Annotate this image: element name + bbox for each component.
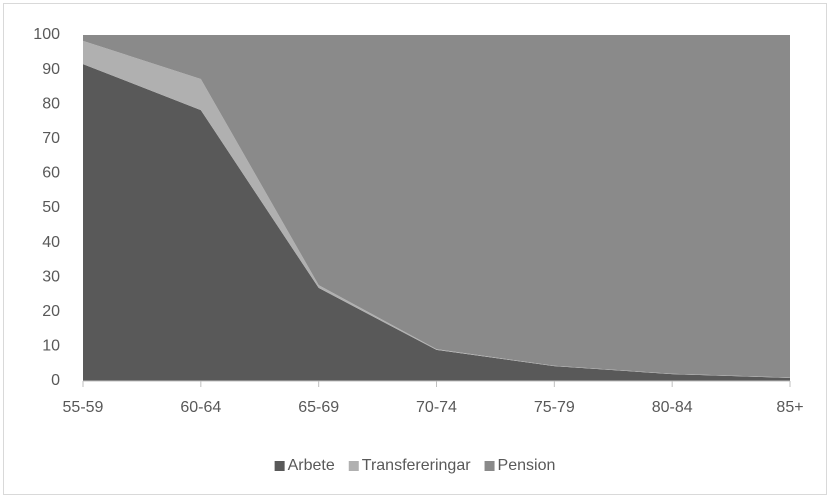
y-tick-label: 0 [51,372,60,389]
area [83,40,790,378]
y-tick-label: 90 [42,61,60,78]
y-tick-label: 20 [42,303,60,320]
legend-swatch [274,461,285,471]
legend-label: Arbete [288,457,335,474]
y-tick-label: 10 [42,338,60,355]
x-tick-label: 70-74 [416,399,457,416]
y-tick-label: 60 [42,165,60,182]
area [83,35,790,378]
y-tick-label: 50 [42,199,60,216]
x-tick-label: 85+ [776,399,803,416]
x-tick-label: 60-64 [180,399,221,416]
y-tick-label: 30 [42,268,60,285]
y-tick-label: 100 [33,26,60,43]
x-tick-label: 65-69 [298,399,339,416]
legend-swatch [484,461,495,471]
x-tick-label: 55-59 [63,399,104,416]
legend-swatch [348,461,359,471]
y-tick-label: 70 [42,130,60,147]
x-tick-label: 75-79 [534,399,575,416]
area [83,64,790,382]
y-tick-label: 80 [42,95,60,112]
legend-label: Pension [498,457,556,474]
y-tick-label: 40 [42,234,60,251]
x-tick-label: 80-84 [652,399,693,416]
legend-label: Transfereringar [362,457,471,474]
